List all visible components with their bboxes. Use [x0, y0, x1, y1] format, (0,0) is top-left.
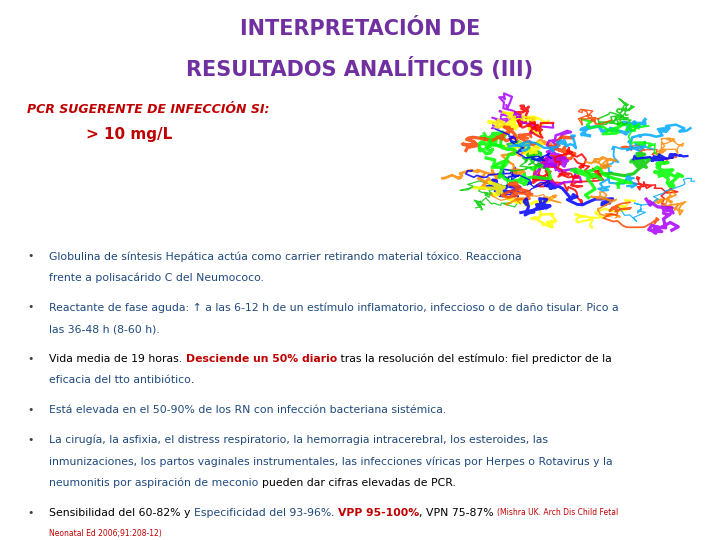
Text: •: •: [27, 302, 34, 313]
Text: •: •: [27, 508, 34, 518]
Text: La cirugía, la asfixia, el distress respiratorio, la hemorragia intracerebral, l: La cirugía, la asfixia, el distress resp…: [49, 435, 548, 445]
Text: (Mishra UK. Arch Dis Child Fetal: (Mishra UK. Arch Dis Child Fetal: [498, 508, 618, 517]
Text: VPP 95-100%: VPP 95-100%: [338, 508, 419, 518]
Text: .: .: [191, 375, 194, 386]
Text: eficacia del tto antibiótico: eficacia del tto antibiótico: [49, 375, 191, 386]
Text: Especificidad del 93-96%: Especificidad del 93-96%: [194, 508, 331, 518]
Text: Desciende un 50% diario: Desciende un 50% diario: [186, 354, 337, 364]
Text: neumonitis por aspiración de meconio: neumonitis por aspiración de meconio: [49, 478, 262, 488]
Text: Reactante de fase aguda: ↑ a las 6-12 h de un estímulo inflamatorio, infeccioso : Reactante de fase aguda: ↑ a las 6-12 h …: [49, 302, 618, 313]
Text: Neonatal Ed 2006;91:208-12): Neonatal Ed 2006;91:208-12): [49, 529, 162, 538]
Text: INTERPRETACIÓN DE: INTERPRETACIÓN DE: [240, 19, 480, 39]
Text: pueden dar cifras elevadas de PCR.: pueden dar cifras elevadas de PCR.: [262, 478, 456, 488]
Text: tras la resolución del estímulo: fiel predictor de la: tras la resolución del estímulo: fiel pr…: [337, 354, 611, 364]
Text: •: •: [27, 405, 34, 415]
Text: PCR SUGERENTE DE INFECCIÓN SI:: PCR SUGERENTE DE INFECCIÓN SI:: [27, 103, 270, 116]
Text: Globulina de síntesis Hepática actúa como carrier retirando material tóxico. Rea: Globulina de síntesis Hepática actúa com…: [49, 251, 521, 261]
Text: Vida media de 19 horas.: Vida media de 19 horas.: [49, 354, 186, 364]
Text: inmunizaciones, los partos vaginales instrumentales, las infecciones víricas por: inmunizaciones, los partos vaginales ins…: [49, 456, 613, 467]
Text: , VPN 75-87%: , VPN 75-87%: [419, 508, 498, 518]
Text: RESULTADOS ANALÍTICOS (III): RESULTADOS ANALÍTICOS (III): [186, 57, 534, 80]
Text: •: •: [27, 354, 34, 364]
Text: Está elevada en el 50-90% de los RN con infección bacteriana sistémica.: Está elevada en el 50-90% de los RN con …: [49, 405, 446, 415]
Text: .: .: [331, 508, 338, 518]
Text: Sensibilidad del 60-82% y: Sensibilidad del 60-82% y: [49, 508, 194, 518]
Text: frente a polisacárido C del Neumococo.: frente a polisacárido C del Neumococo.: [49, 273, 264, 283]
Text: •: •: [27, 435, 34, 445]
Text: las 36-48 h (8-60 h).: las 36-48 h (8-60 h).: [49, 324, 160, 334]
Text: •: •: [27, 251, 34, 261]
Text: > 10 mg/L: > 10 mg/L: [86, 127, 173, 142]
